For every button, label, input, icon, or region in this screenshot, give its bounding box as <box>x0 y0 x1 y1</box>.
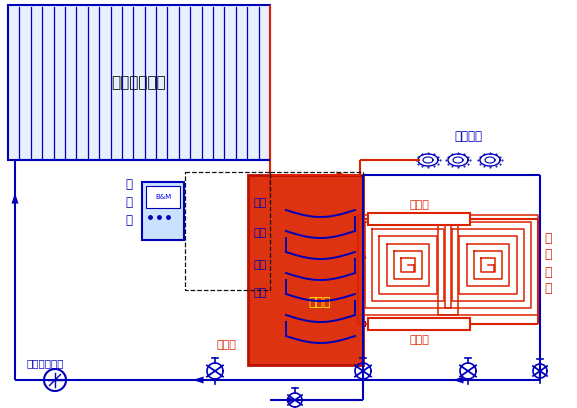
Polygon shape <box>267 191 273 202</box>
Polygon shape <box>357 321 366 327</box>
Polygon shape <box>453 377 463 384</box>
Text: 控
制
箱: 控 制 箱 <box>125 179 132 228</box>
Bar <box>368 213 470 225</box>
Text: 采: 采 <box>544 266 552 279</box>
Text: 太阳能集热器: 太阳能集热器 <box>111 75 166 90</box>
Text: 承压: 承压 <box>253 228 266 238</box>
Text: 加热器: 加热器 <box>216 340 236 350</box>
Text: B&M: B&M <box>155 194 171 200</box>
Text: 水算: 水算 <box>253 260 266 270</box>
Text: 生活用水: 生活用水 <box>454 131 482 144</box>
Text: 暖: 暖 <box>544 282 552 295</box>
Bar <box>8 5 270 160</box>
Text: 热交换: 热交换 <box>309 297 331 310</box>
Bar <box>248 175 363 365</box>
Polygon shape <box>359 248 366 259</box>
Polygon shape <box>12 193 18 204</box>
Bar <box>146 186 180 208</box>
Text: 水相: 水相 <box>253 288 266 298</box>
Text: 地: 地 <box>544 231 552 244</box>
Bar <box>142 182 184 240</box>
Bar <box>368 318 470 330</box>
Text: 分水器: 分水器 <box>409 200 429 210</box>
Text: 分水器: 分水器 <box>409 335 429 345</box>
Text: 板: 板 <box>544 248 552 262</box>
Polygon shape <box>287 397 296 403</box>
Polygon shape <box>193 377 204 384</box>
Text: 太阳能循环泵: 太阳能循环泵 <box>26 358 63 368</box>
Polygon shape <box>336 171 347 179</box>
Text: 保温: 保温 <box>253 198 266 208</box>
Polygon shape <box>357 216 366 222</box>
